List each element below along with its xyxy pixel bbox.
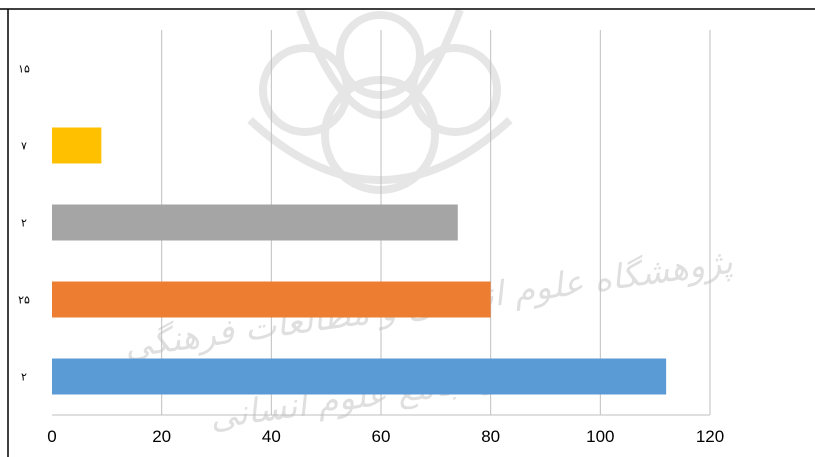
x-tick-label-120: 120	[696, 427, 724, 446]
category-label-3: ۷	[21, 140, 27, 153]
category-label-1: ۲۵	[18, 294, 30, 307]
x-tick-label-60: 60	[372, 427, 391, 446]
category-labels: ۲ ۲۵ ۲ ۷ ۱۵	[18, 63, 30, 384]
x-tick-label-100: 100	[586, 427, 614, 446]
category-label-2: ۲	[21, 217, 27, 230]
x-tick-label-20: 20	[152, 427, 171, 446]
bar-0	[52, 358, 667, 395]
x-tick-label-0: 0	[47, 427, 56, 446]
gridlines	[52, 30, 711, 416]
x-tick-labels: 0 20 40 60 80 100 120	[47, 427, 724, 446]
bar-3	[52, 127, 102, 164]
x-tick-label-80: 80	[481, 427, 500, 446]
bar-1	[52, 281, 491, 318]
category-label-4: ۱۵	[18, 63, 30, 76]
category-label-0: ۲	[21, 371, 27, 384]
bars	[52, 127, 667, 395]
bar-2	[52, 204, 458, 241]
x-tick-label-40: 40	[262, 427, 281, 446]
